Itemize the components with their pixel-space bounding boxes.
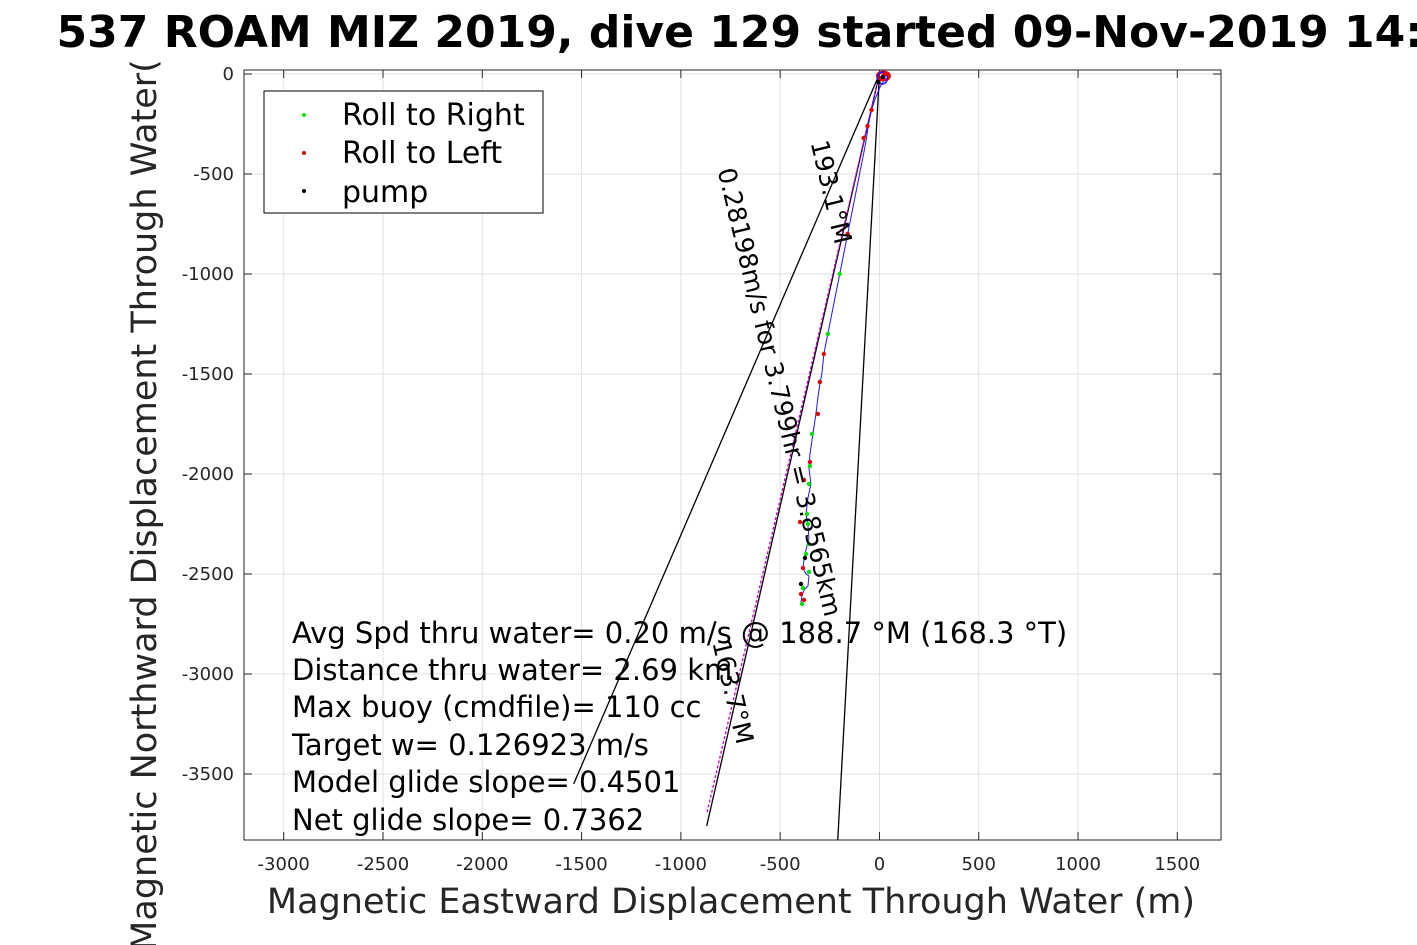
x-tick-label: 500: [962, 854, 996, 875]
legend-marker-pump: [302, 189, 306, 193]
x-tick-label: -500: [760, 854, 801, 875]
roll-right-point: [803, 551, 809, 557]
roll-right-point: [806, 481, 812, 487]
roll-right-point: [809, 431, 815, 437]
x-tick-label: -3000: [258, 854, 310, 875]
annotation-target-w: Target w= 0.126923 m/s: [291, 728, 649, 762]
plot-frame: [243, 69, 1222, 841]
roll-left-point: [798, 591, 804, 597]
heading-line: [706, 73, 881, 815]
roll-left-point: [807, 459, 813, 465]
cone-line-1: [573, 73, 881, 785]
roll-right-point: [800, 585, 806, 591]
roll-left-point: [883, 71, 888, 77]
x-tick-label: 0: [874, 854, 885, 875]
x-tick-label: 1500: [1154, 854, 1200, 875]
x-axis-title: Magnetic Eastward Displacement Through W…: [267, 882, 1195, 922]
annotation-max-buoy: Max buoy (cmdfile)= 110 cc: [292, 690, 701, 724]
legend-label-roll-right: Roll to Right: [342, 98, 525, 133]
pump-point: [876, 79, 881, 85]
annotation-model-glide: Model glide slope= 0.4501: [292, 765, 680, 799]
roll-right-point: [804, 511, 810, 517]
pump-point: [880, 74, 885, 80]
roll-left-point: [845, 231, 850, 237]
legend-label-pump: pump: [342, 175, 428, 210]
roll-left-point: [869, 107, 874, 113]
legend: Roll to Right Roll to Left pump: [263, 90, 544, 214]
y-tick-label: -1500: [182, 364, 234, 385]
pump-point: [798, 581, 804, 587]
stats-annotations: Avg Spd thru water= 0.20 m/s @ 188.7 °M …: [291, 616, 1067, 837]
roll-right-point: [806, 541, 812, 547]
roll-right-point: [805, 521, 811, 527]
x-tick-label: -1000: [655, 854, 707, 875]
annotation-distance: Distance thru water= 2.69 km: [292, 653, 732, 687]
y-axis-title: Magnetic Northward Displacement Through …: [125, 59, 165, 945]
legend-label-roll-left: Roll to Left: [342, 136, 502, 171]
y-tick-label: -3500: [182, 764, 234, 785]
y-tick-label: 0: [223, 64, 234, 85]
annotation-net-glide: Net glide slope= 0.7362: [292, 803, 644, 837]
y-tick-label: -2500: [182, 564, 234, 585]
axis-ticks: -3000 -2500 -2000 -1500 -1000 -500 0 500 1000 150…: [182, 64, 1221, 875]
roll-left-point: [801, 597, 807, 603]
legend-marker-roll-right: [302, 113, 306, 117]
roll-right-point: [806, 569, 812, 575]
pump-point: [802, 555, 808, 561]
roll-left-point: [821, 351, 827, 357]
roll-left-point: [801, 477, 807, 483]
dive-track-line: [800, 73, 886, 607]
dive-track: [800, 73, 886, 607]
roll-left-point: [800, 565, 806, 571]
x-tick-label: -1500: [555, 854, 607, 875]
roll-right-point: [799, 601, 805, 607]
roll-left-point: [817, 379, 823, 385]
x-tick-label: -2000: [456, 854, 508, 875]
y-tick-label: -3000: [182, 664, 234, 685]
x-tick-label: -2500: [357, 854, 409, 875]
data-points: [797, 70, 891, 607]
roll-left-point: [865, 123, 870, 129]
guide-lines: [573, 73, 881, 841]
roll-left-point: [815, 411, 821, 417]
chart-title: 537 ROAM MIZ 2019, dive 129 started 09-N…: [57, 7, 1417, 58]
y-tick-label: -2000: [182, 464, 234, 485]
roll-right-point: [825, 331, 831, 337]
y-tick-label: -1000: [182, 264, 234, 285]
roll-right-point: [837, 271, 842, 277]
y-tick-label: -500: [193, 164, 234, 185]
surface-ellipse-secondary: [876, 71, 889, 85]
annotation-avg-speed: Avg Spd thru water= 0.20 m/s @ 188.7 °M …: [292, 616, 1067, 650]
cone-line-3: [706, 73, 881, 827]
roll-left-point: [797, 519, 803, 525]
x-tick-label: 1000: [1055, 854, 1101, 875]
roll-left-point: [861, 135, 866, 141]
legend-marker-roll-left: [302, 151, 306, 155]
cone-line-2: [837, 73, 881, 841]
roll-right-point: [807, 463, 813, 469]
legend-box: [263, 90, 544, 214]
